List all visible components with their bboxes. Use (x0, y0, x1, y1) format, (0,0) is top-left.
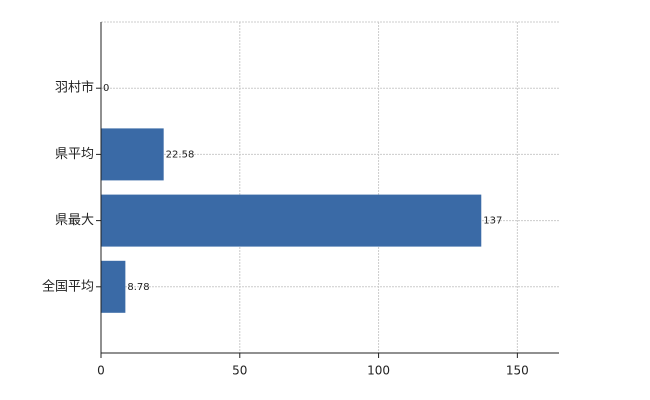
y-tick-label: 羽村市 (55, 80, 94, 96)
y-tick-label: 県平均 (55, 147, 94, 162)
value-label: 0 (103, 83, 109, 94)
bar (101, 260, 126, 313)
x-tick-label: 50 (232, 364, 247, 378)
y-tick-label: 全国平均 (42, 278, 94, 294)
value-label: 22.58 (166, 149, 195, 160)
x-tick-label: 0 (97, 364, 105, 378)
bar (101, 128, 164, 181)
x-tick-label: 150 (506, 364, 529, 378)
bar (101, 194, 482, 247)
value-label: 8.78 (127, 282, 149, 293)
y-tick-label: 県最大 (55, 213, 94, 228)
x-tick-label: 100 (367, 364, 390, 378)
value-label: 137 (483, 216, 502, 227)
